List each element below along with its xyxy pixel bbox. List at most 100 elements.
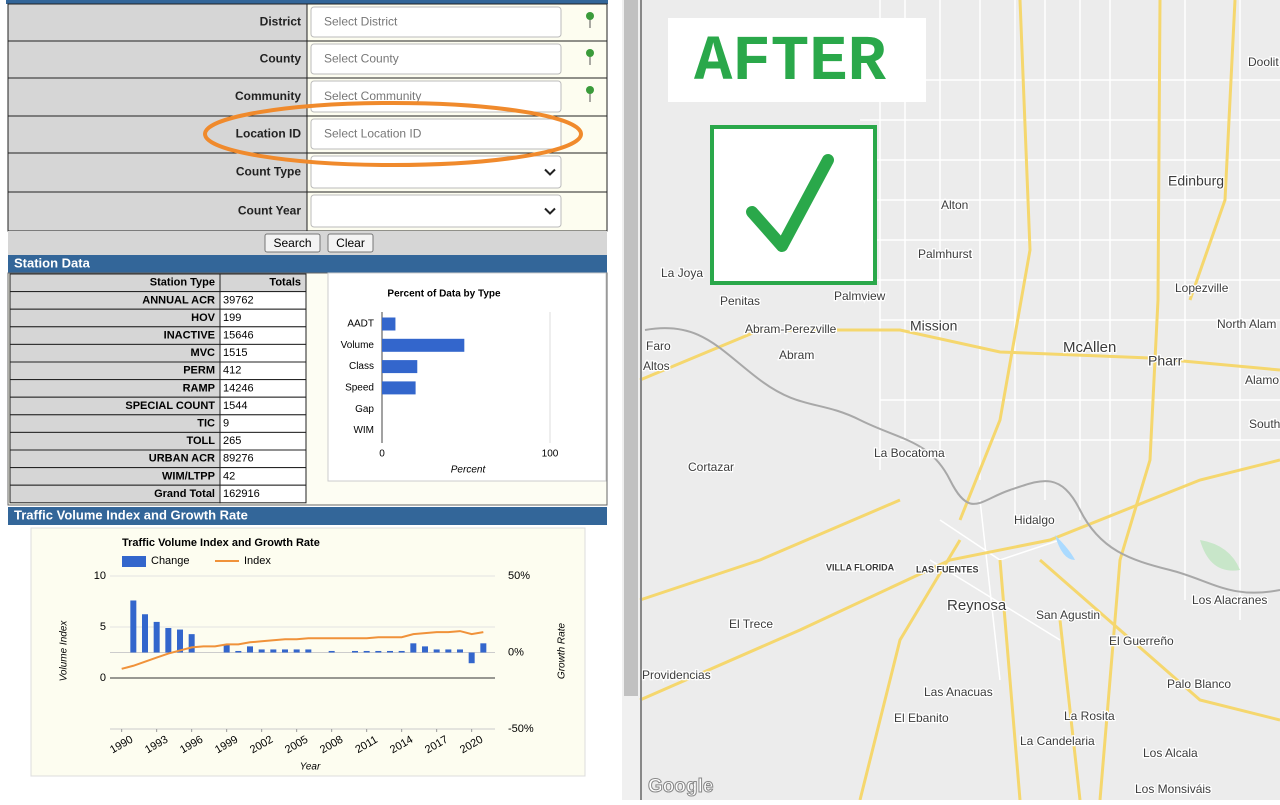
y-tick-label: 10 bbox=[94, 570, 106, 582]
legend-label: Change bbox=[151, 555, 190, 567]
button-label: Search bbox=[273, 236, 311, 250]
row-value-cell bbox=[219, 484, 307, 504]
placeholder: Select Community bbox=[324, 89, 421, 103]
place-label: Altos bbox=[643, 359, 670, 373]
row-label: URBAN ACR bbox=[149, 453, 215, 465]
row-value: 14246 bbox=[223, 382, 254, 394]
row-label: ANNUAL ACR bbox=[142, 294, 215, 306]
x-axis-label: Percent bbox=[451, 465, 487, 476]
place-label: Providencias bbox=[642, 668, 711, 682]
input-box[interactable] bbox=[310, 118, 562, 150]
row-value: 15646 bbox=[223, 330, 254, 342]
place-label: Edinburg bbox=[1168, 173, 1224, 189]
bar bbox=[363, 650, 370, 653]
panel-header bbox=[8, 507, 607, 525]
chart-box bbox=[327, 272, 607, 482]
place-label: South bbox=[1249, 417, 1280, 431]
input-box[interactable] bbox=[310, 155, 562, 189]
row-label: INACTIVE bbox=[164, 330, 215, 342]
category-label: AADT bbox=[347, 319, 374, 330]
highlight-ellipse bbox=[203, 101, 583, 167]
row-value: 9 bbox=[223, 418, 229, 430]
row-label: SPECIAL COUNT bbox=[125, 400, 215, 412]
bar bbox=[387, 650, 393, 653]
place-label: El Guerreño bbox=[1109, 634, 1174, 648]
row-label: Grand Total bbox=[154, 488, 215, 500]
x-tick-label: 100 bbox=[542, 449, 559, 460]
bar bbox=[328, 650, 335, 653]
place-label: La Rosita bbox=[1064, 709, 1115, 723]
place-label: Los Monsiváis bbox=[1135, 782, 1211, 796]
place-label: Los Alacranes bbox=[1192, 593, 1267, 607]
place-label: North Alam bbox=[1217, 317, 1276, 331]
field-label: Community bbox=[235, 89, 301, 103]
place-label: San Agustin bbox=[1036, 608, 1100, 622]
river bbox=[644, 327, 1280, 594]
row-value: 1515 bbox=[223, 347, 247, 359]
row-label: TIC bbox=[197, 418, 215, 430]
place-label: Lopezville bbox=[1175, 281, 1229, 295]
button[interactable] bbox=[327, 233, 374, 253]
placeholder: Select County bbox=[324, 52, 399, 66]
place-label: Alamo bbox=[1245, 373, 1279, 387]
highways bbox=[639, 0, 1280, 801]
scroll-thumb[interactable] bbox=[624, 0, 638, 696]
bar bbox=[153, 621, 160, 653]
label-cell bbox=[7, 191, 308, 232]
y2-axis-label: Growth Rate bbox=[557, 622, 568, 679]
bar bbox=[468, 652, 475, 664]
row-label: HOV bbox=[191, 312, 216, 324]
place-label: Hidalgo bbox=[1014, 513, 1055, 527]
select-chevron bbox=[544, 168, 556, 176]
place-label: Faro bbox=[646, 339, 671, 353]
input-box[interactable] bbox=[310, 43, 562, 75]
bar bbox=[130, 600, 137, 653]
place-label: La Bocatoma bbox=[874, 446, 945, 460]
place-label: Mission bbox=[910, 318, 957, 334]
bar bbox=[188, 634, 195, 653]
row-label: RAMP bbox=[183, 382, 215, 394]
bar bbox=[142, 614, 148, 653]
category-label: Gap bbox=[355, 404, 374, 415]
place-label: La Candelaria bbox=[1020, 734, 1095, 748]
pin[interactable] bbox=[586, 12, 594, 20]
line bbox=[121, 630, 484, 670]
placeholder: Select Location ID bbox=[324, 127, 422, 141]
pin[interactable] bbox=[586, 86, 594, 94]
place-label: Cortazar bbox=[688, 460, 734, 474]
category-label: WIM bbox=[353, 425, 374, 436]
x-axis-label: Year bbox=[300, 762, 321, 773]
park bbox=[1200, 540, 1240, 571]
table-header: Totals bbox=[269, 277, 301, 289]
field-label: Count Type bbox=[236, 165, 301, 179]
row-label: PERM bbox=[183, 365, 215, 377]
row-value: 265 bbox=[223, 435, 241, 447]
map-border bbox=[640, 0, 642, 800]
row-label-cell bbox=[9, 308, 221, 328]
attribution: Google bbox=[648, 776, 713, 797]
y2-tick-label: -50% bbox=[508, 723, 534, 735]
button[interactable] bbox=[264, 233, 321, 253]
row-value: 162916 bbox=[223, 488, 260, 500]
row-value: 39762 bbox=[223, 294, 254, 306]
row-label: WIM/LTPP bbox=[162, 470, 215, 482]
legend-label: Index bbox=[244, 555, 271, 567]
y-tick-label: 0 bbox=[100, 672, 106, 684]
place-label: La Joya bbox=[661, 266, 703, 280]
bar bbox=[433, 649, 440, 653]
bar bbox=[382, 338, 465, 352]
bar bbox=[305, 649, 312, 653]
x-tick-label: 0 bbox=[379, 449, 385, 460]
map[interactable]: Doolit Edinburg Alton Palmhurst Palmview La J… bbox=[639, 0, 1280, 801]
pin[interactable] bbox=[586, 49, 594, 57]
table-header: Station Type bbox=[150, 277, 215, 289]
place-label: Doolit bbox=[1248, 55, 1279, 69]
bar bbox=[480, 643, 487, 653]
input-box[interactable] bbox=[310, 6, 562, 38]
category-label: Volume bbox=[341, 340, 375, 351]
button-label: Clear bbox=[336, 236, 365, 250]
input-box[interactable] bbox=[310, 194, 562, 228]
legend-swatch bbox=[122, 556, 146, 567]
row-value: 42 bbox=[223, 470, 235, 482]
